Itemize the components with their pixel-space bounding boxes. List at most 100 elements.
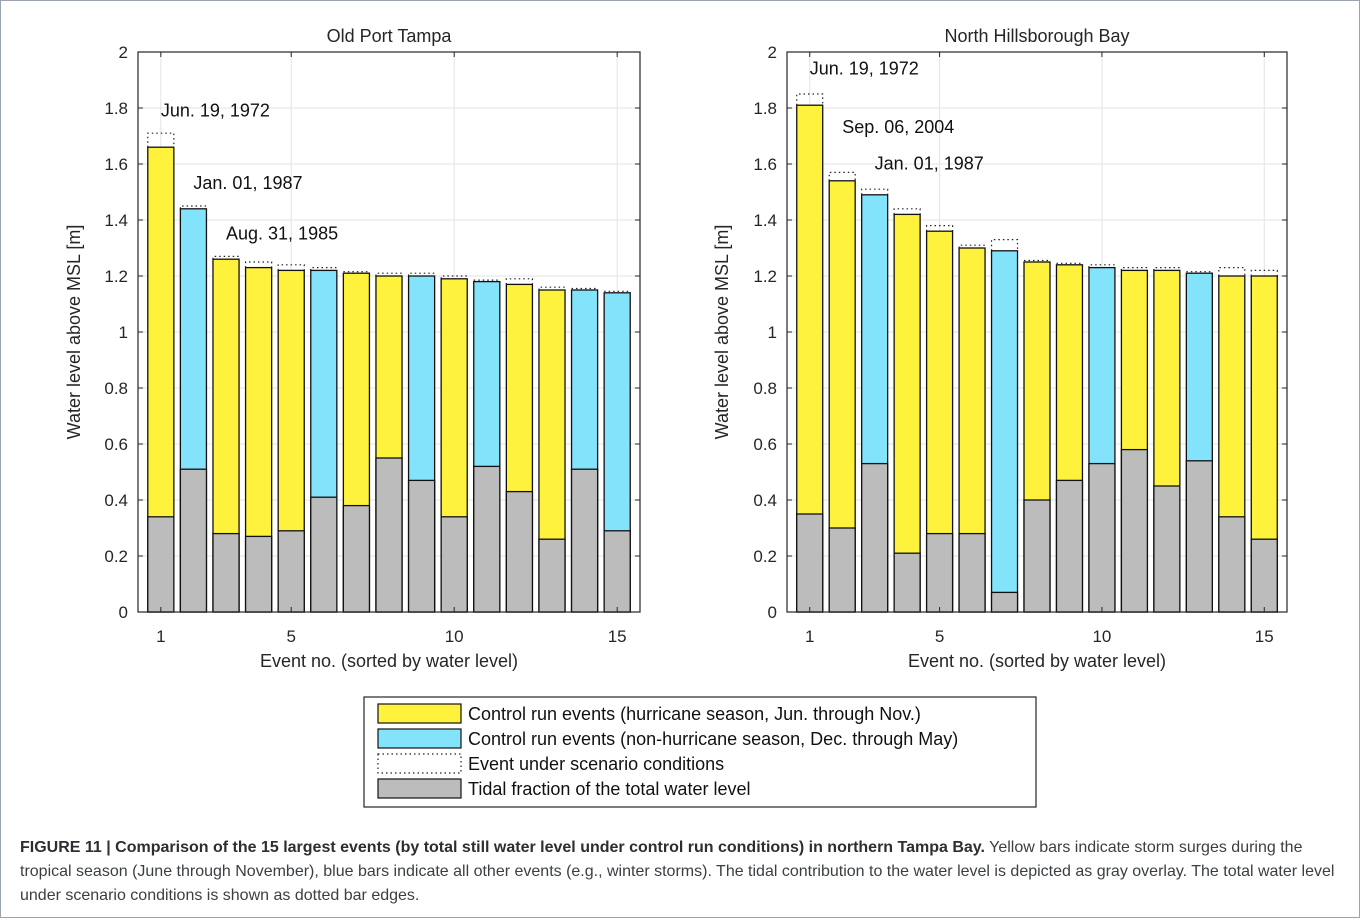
scenario-dotted-edge (244, 261, 273, 268)
chart-legend: Control run events (hurricane season, Ju… (363, 696, 1037, 808)
event-date-annotation: Jan. 01, 1987 (875, 154, 984, 174)
caption-text: Yellow bars indicate storm surges during… (20, 839, 1335, 904)
y-tick-label: 1 (119, 323, 128, 342)
bar-tidal-fraction (538, 538, 566, 613)
bar-tidal-fraction (407, 479, 436, 613)
bar-tidal-fraction (473, 465, 501, 613)
y-tick-label: 2 (768, 43, 777, 62)
y-tick-label: 0 (768, 603, 777, 622)
bar-tidal-fraction (147, 516, 175, 613)
bar-tidal-fraction (1023, 499, 1051, 613)
bar-tidal-fraction (1185, 460, 1213, 613)
event-date-annotation: Aug. 31, 1985 (226, 224, 338, 244)
x-tick-label: 5 (286, 627, 295, 646)
y-tick-label: 0.4 (104, 491, 128, 510)
bar-hurricane-season (893, 213, 921, 613)
scenario-dotted-edge (212, 255, 240, 260)
scenario-dotted-edge (538, 286, 566, 290)
bar-tidal-fraction (958, 532, 986, 613)
bar-tidal-fraction (1218, 516, 1246, 613)
legend-label: Control run events (hurricane season, Ju… (468, 704, 921, 724)
bar-tidal-fraction (1250, 538, 1278, 613)
bar-tidal-fraction (828, 527, 856, 613)
y-tick-label: 0.6 (753, 435, 777, 454)
y-tick-label: 1.4 (104, 211, 128, 230)
scenario-dotted-edge (310, 267, 338, 271)
y-tick-label: 1.2 (753, 267, 777, 286)
bar-tidal-fraction (505, 490, 534, 613)
bar-tidal-fraction (277, 530, 305, 613)
x-axis-label: Event no. (sorted by water level) (260, 651, 518, 671)
y-tick-label: 1.4 (753, 211, 777, 230)
bar-tidal-fraction (925, 532, 954, 613)
bar-non-hurricane-season (990, 250, 1019, 613)
y-tick-label: 1.2 (104, 267, 128, 286)
bar-tidal-fraction (861, 462, 889, 613)
bar-tidal-fraction (310, 496, 338, 613)
bar-tidal-fraction (570, 468, 599, 613)
scenario-dotted-edge (796, 93, 824, 106)
y-axis-label: Water level above MSL [m] (712, 225, 732, 440)
figure-caption: FIGURE 11 | Comparison of the 15 largest… (20, 836, 1340, 908)
bar-tidal-fraction (796, 513, 824, 613)
bar-tidal-fraction (1153, 485, 1181, 613)
scenario-dotted-edge (407, 272, 436, 276)
scenario-dotted-edge (1250, 269, 1278, 276)
legend-swatch (377, 703, 462, 724)
bar-tidal-fraction (212, 532, 240, 613)
x-tick-label: 10 (445, 627, 464, 646)
scenario-dotted-edge (1153, 267, 1181, 271)
scenario-dotted-edge (375, 272, 403, 276)
bar-tidal-fraction (179, 468, 208, 613)
event-date-annotation: Jun. 19, 1972 (161, 100, 270, 120)
bar-tidal-fraction (244, 535, 273, 613)
scenario-dotted-edge (147, 132, 175, 148)
y-tick-label: 1.8 (104, 99, 128, 118)
bar-tidal-fraction (440, 516, 468, 613)
chart-title: Old Port Tampa (327, 26, 453, 46)
scenario-dotted-edge (277, 264, 305, 271)
x-axis-label: Event no. (sorted by water level) (908, 651, 1166, 671)
bar-tidal-fraction (1120, 448, 1149, 613)
bar-tidal-fraction (893, 552, 921, 613)
y-tick-label: 0.8 (753, 379, 777, 398)
x-tick-label: 15 (1255, 627, 1274, 646)
scenario-dotted-edge (440, 275, 468, 279)
caption-label: FIGURE 11 | Comparison of the 15 largest… (20, 839, 985, 856)
y-tick-label: 0.8 (104, 379, 128, 398)
bar-tidal-fraction (1088, 462, 1116, 613)
y-tick-label: 1.6 (104, 155, 128, 174)
legend-swatch-scenario (377, 753, 462, 774)
legend-box (363, 696, 1037, 808)
y-tick-label: 0.4 (753, 491, 777, 510)
event-date-annotation: Sep. 06, 2004 (842, 117, 954, 137)
event-date-annotation: Jan. 01, 1987 (193, 173, 302, 193)
x-tick-label: 1 (805, 627, 814, 646)
scenario-dotted-edge (926, 225, 954, 232)
scenario-dotted-edge (990, 239, 1019, 251)
legend-label: Event under scenario conditions (468, 754, 724, 774)
bar-tidal-fraction (603, 530, 631, 613)
scenario-dotted-edge (505, 278, 534, 285)
legend-label: Control run events (non-hurricane season… (468, 729, 958, 749)
legend-swatch (377, 778, 462, 799)
bar-tidal-fraction (1055, 479, 1084, 613)
x-tick-label: 5 (935, 627, 944, 646)
bar-tidal-fraction (342, 504, 371, 613)
y-tick-label: 0.6 (104, 435, 128, 454)
bar-tidal-fraction (375, 457, 403, 613)
scenario-dotted-edge (179, 205, 208, 209)
chart-title: North Hillsborough Bay (944, 26, 1129, 46)
scenario-dotted-edge (861, 188, 889, 195)
legend-label: Tidal fraction of the total water level (468, 779, 750, 799)
y-tick-label: 2 (119, 43, 128, 62)
bar-tidal-fraction (990, 591, 1019, 613)
scenario-dotted-edge (958, 244, 986, 248)
y-tick-label: 1.8 (753, 99, 777, 118)
y-tick-label: 1 (768, 323, 777, 342)
x-tick-label: 10 (1092, 627, 1111, 646)
